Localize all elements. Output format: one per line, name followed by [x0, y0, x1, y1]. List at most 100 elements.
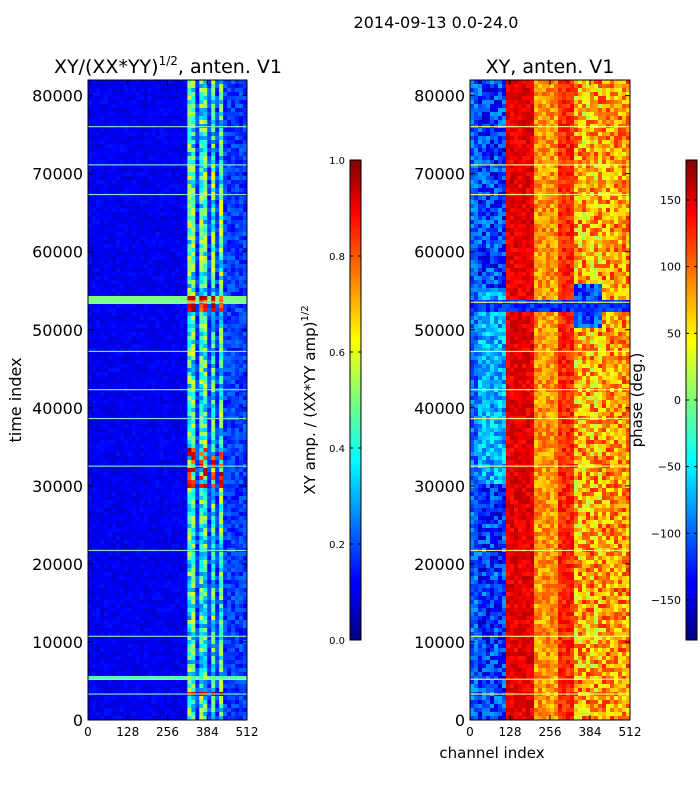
left-heat-cell [135, 204, 141, 209]
left-heat-cell [195, 144, 200, 149]
left-heat-cell [123, 328, 129, 333]
left-heat-cell [91, 120, 97, 125]
left-heat-cell [147, 508, 153, 513]
left-heat-cell [139, 356, 145, 361]
left-heat-cell [195, 432, 200, 437]
left-heat-cell [107, 256, 113, 261]
left-heat-cell [171, 144, 176, 149]
left-heat-cell [103, 232, 109, 237]
left-heat-cell [163, 180, 168, 185]
left-heat-cell [95, 436, 101, 441]
left-heat-cell [175, 344, 180, 349]
left-heat-cell [191, 344, 196, 349]
left-heat-cell [155, 376, 160, 381]
left-heat-cell [139, 540, 145, 545]
left-heat-cell [235, 312, 240, 317]
left-heat-cell [143, 408, 149, 413]
left-heat-cell [151, 180, 156, 185]
left-heat-cell [111, 448, 117, 453]
left-heat-cell [127, 556, 133, 561]
left-heat-cell [243, 248, 247, 253]
left-heat-cell [107, 468, 113, 473]
left-heat-cell [88, 440, 93, 445]
left-heat-cell [95, 92, 101, 97]
left-heat-cell [227, 368, 232, 373]
left-heat-cell [135, 428, 141, 433]
left-heat-cell [191, 488, 196, 493]
left-heat-cell [143, 344, 149, 349]
left-heat-cell [203, 336, 208, 341]
left-heat-cell [147, 468, 153, 473]
left-heat-cell [155, 260, 160, 265]
left-heat-cell [203, 400, 208, 405]
left-heat-cell [187, 184, 192, 189]
left-heat-cell [187, 140, 192, 145]
left-heat-cell [207, 164, 212, 169]
left-heat-cell [99, 204, 105, 209]
left-heat-cell [215, 328, 220, 333]
left-heat-cell [187, 148, 192, 153]
left-heat-cell [155, 352, 160, 357]
left-heat-cell [127, 296, 133, 301]
left-heat-cell [127, 104, 133, 109]
left-heat-cell [215, 312, 220, 317]
left-heat-cell [243, 148, 247, 153]
left-heat-cell [115, 92, 121, 97]
left-heat-cell [195, 384, 200, 389]
left-heat-cell [167, 404, 172, 409]
left-heat-cell [131, 568, 137, 573]
left-heat-cell [159, 576, 164, 581]
left-heat-cell [175, 524, 180, 529]
left-heat-cell [107, 504, 113, 509]
left-heat-cell [119, 424, 125, 429]
left-heat-cell [239, 156, 244, 161]
left-heat-cell [119, 284, 125, 289]
left-heat-cell [175, 252, 180, 257]
left-heat-cell [155, 308, 160, 313]
left-heat-cell [175, 116, 180, 121]
left-heat-cell [131, 252, 137, 257]
left-heat-cell [95, 268, 101, 273]
left-heat-cell [103, 524, 109, 529]
left-heat-cell [139, 216, 145, 221]
left-heat-cell [227, 364, 232, 369]
left-heat-cell [195, 96, 200, 101]
left-heat-cell [143, 132, 149, 137]
left-heat-cell [88, 540, 93, 545]
left-heat-cell [107, 96, 113, 101]
left-heat-cell [219, 456, 224, 461]
left-heat-cell [123, 352, 129, 357]
left-heat-cell [123, 172, 129, 177]
left-heat-cell [211, 552, 216, 557]
left-heat-cell [187, 144, 192, 149]
left-heat-cell [139, 452, 145, 457]
left-heat-cell [199, 204, 204, 209]
left-heat-cell [115, 424, 121, 429]
left-heat-cell [91, 132, 97, 137]
left-heat-cell [107, 532, 113, 537]
left-heat-cell [99, 172, 105, 177]
left-heat-cell [179, 224, 184, 229]
left-heat-cell [127, 324, 133, 329]
left-heat-cell [195, 380, 200, 385]
left-heat-cell [179, 208, 184, 213]
left-heat-cell [191, 288, 196, 293]
left-heat-cell [231, 168, 236, 173]
left-heat-cell [159, 380, 164, 385]
left-heat-cell [167, 424, 172, 429]
left-heat-cell [163, 200, 168, 205]
left-heat-cell [171, 396, 176, 401]
left-heat-cell [239, 432, 244, 437]
left-heat-cell [143, 412, 149, 417]
left-heat-cell [143, 136, 149, 141]
left-heat-cell [147, 232, 153, 237]
left-heat-cell [203, 420, 208, 425]
left-heat-cell [123, 564, 129, 569]
left-heat-cell [191, 576, 196, 581]
left-heat-cell [171, 572, 176, 577]
left-heat-cell [215, 212, 220, 217]
left-heat-cell [231, 552, 236, 557]
left-heat-cell [151, 128, 156, 133]
left-heat-cell [103, 144, 109, 149]
left-heat-cell [159, 512, 164, 517]
